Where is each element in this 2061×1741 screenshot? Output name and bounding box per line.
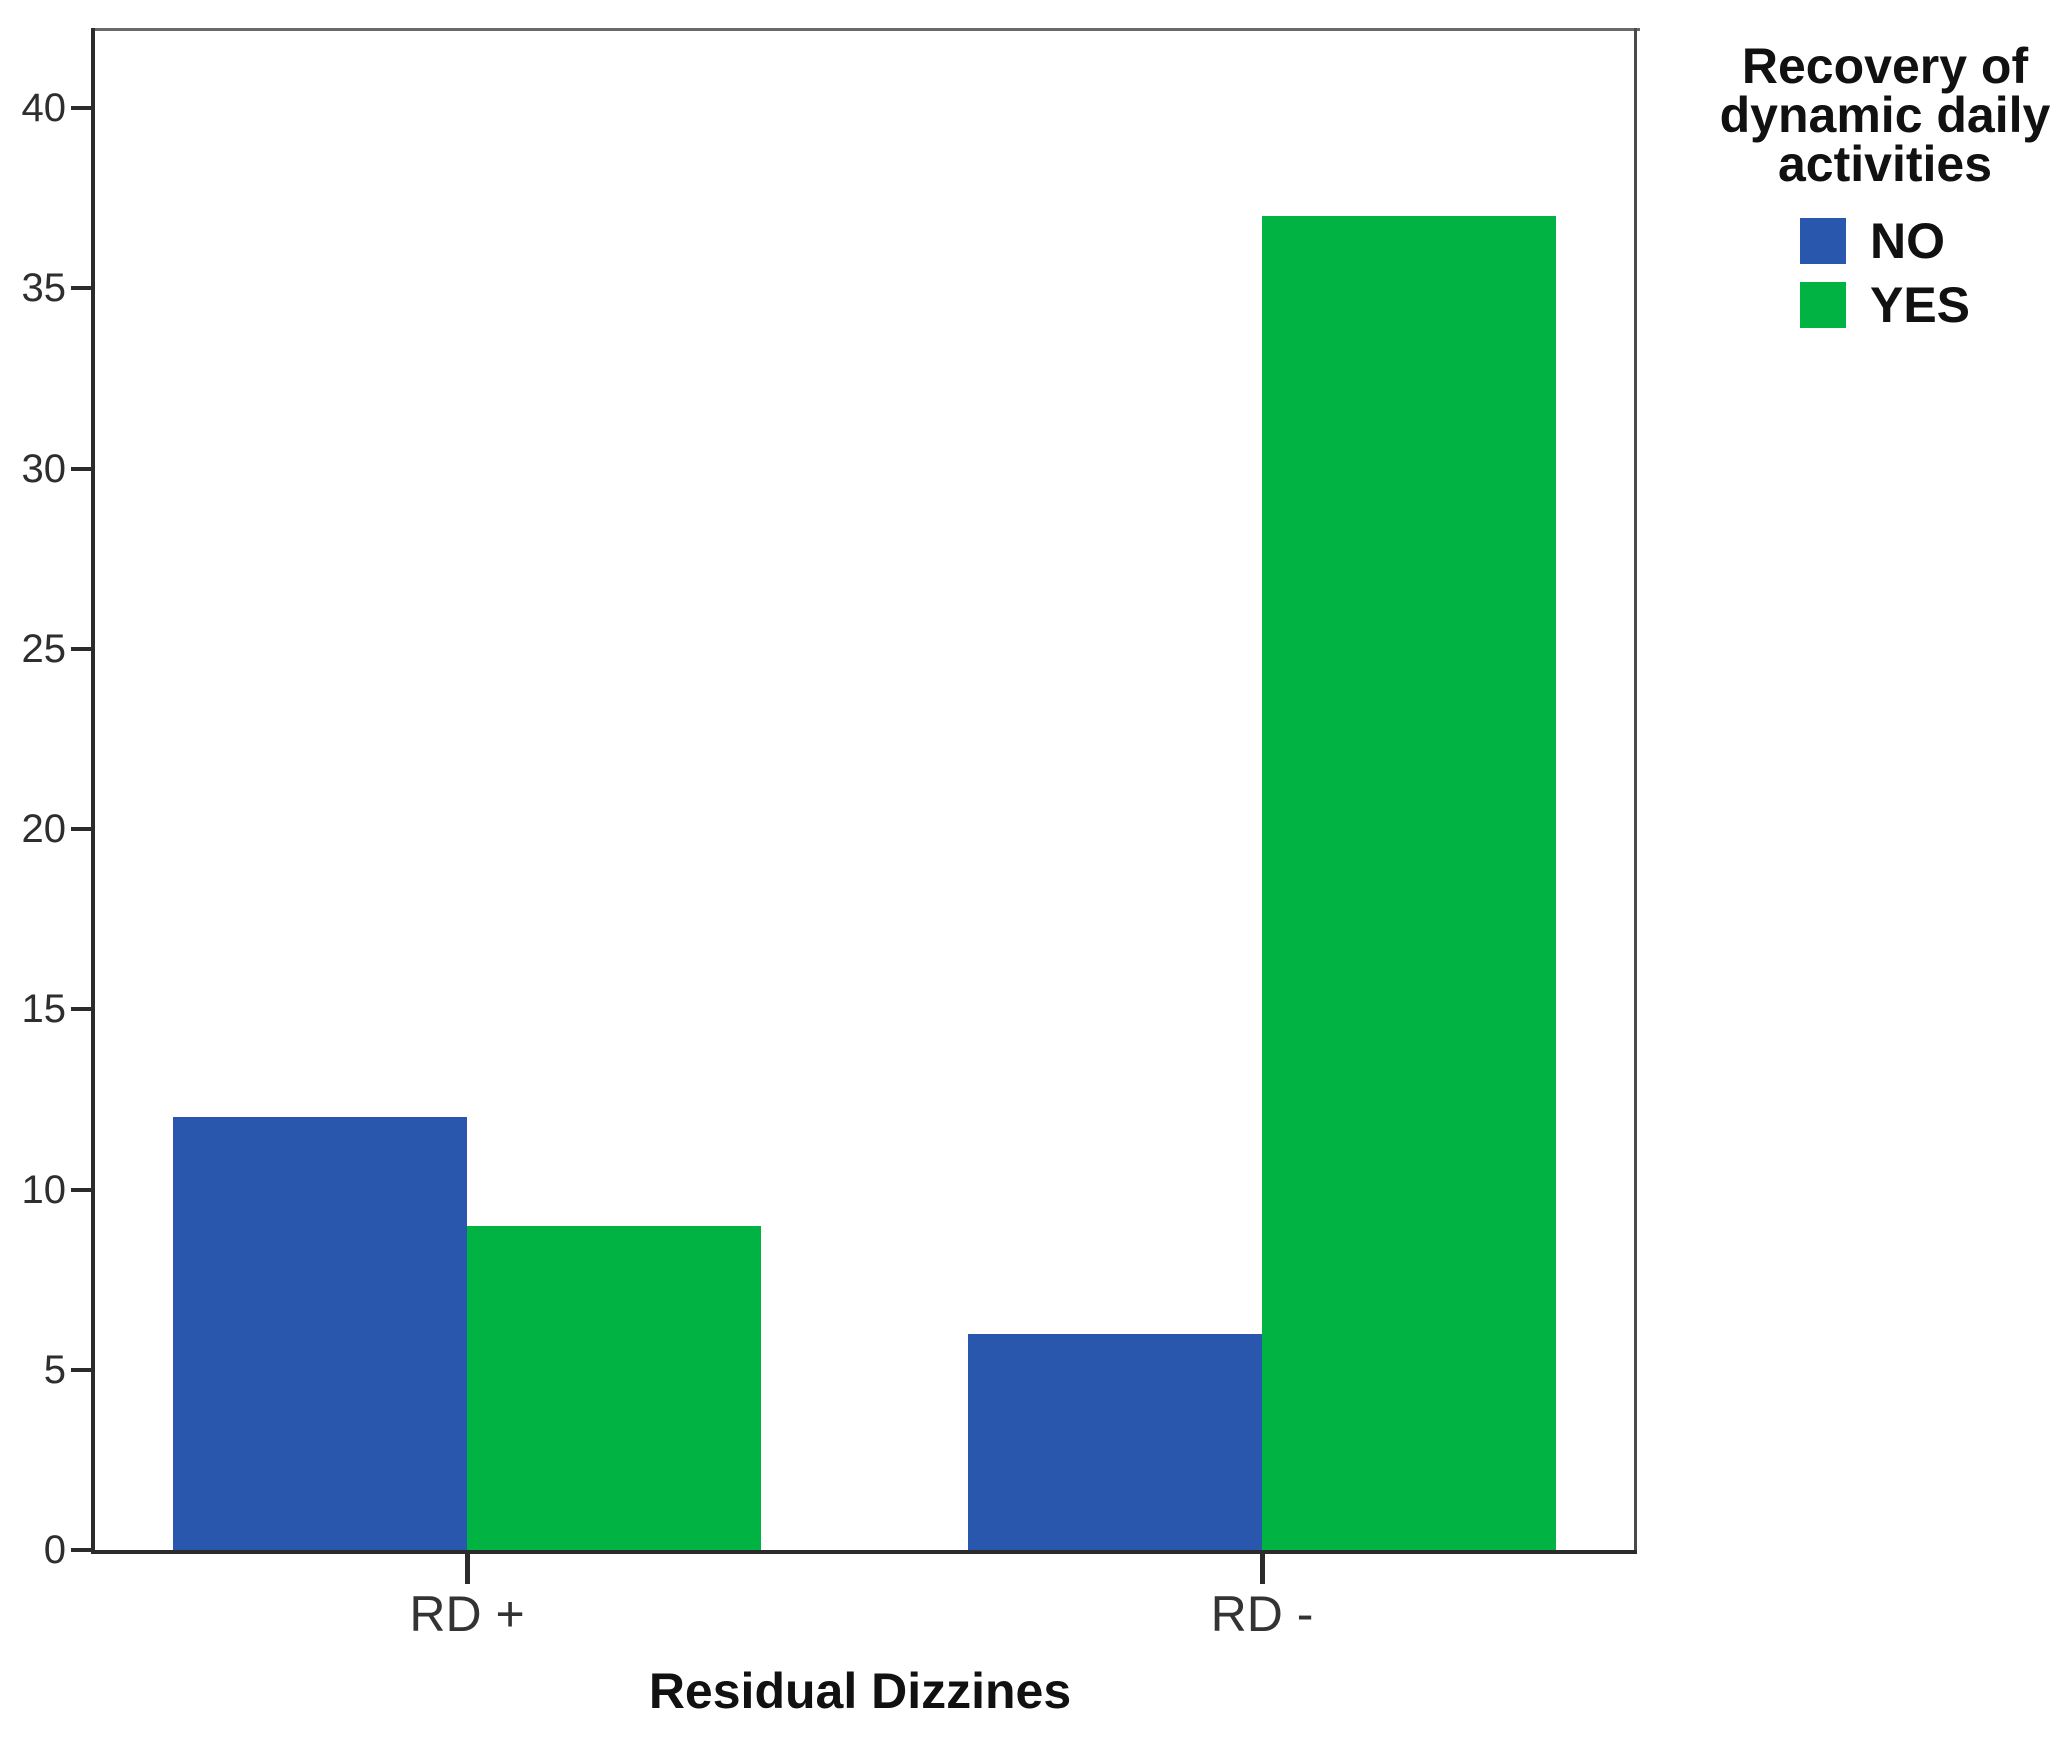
- legend-label-no: NO: [1869, 213, 1945, 269]
- x-tick-2: [1259, 1554, 1265, 1584]
- y-tick-label-25: 25: [21, 627, 67, 671]
- y-tick-40: [71, 106, 93, 110]
- y-axis-line: [91, 28, 95, 1554]
- plot-frame-right: [1634, 28, 1637, 1554]
- x-axis-line: [91, 1550, 1637, 1554]
- x-tick-1: [464, 1554, 470, 1584]
- y-tick-label-5: 5: [43, 1348, 66, 1392]
- legend-label-yes: YES: [1869, 277, 1971, 333]
- y-tick-label-20: 20: [21, 807, 67, 851]
- legend-items: NO YES: [1799, 213, 1971, 345]
- y-tick-20: [71, 827, 93, 831]
- y-tick-0: [71, 1548, 93, 1552]
- y-tick-label-35: 35: [21, 266, 67, 310]
- y-tick-35: [71, 286, 93, 290]
- bar-no-2: [968, 1334, 1262, 1550]
- y-tick-label-40: 40: [21, 86, 67, 130]
- legend-title: Recovery of dynamic daily activities: [1719, 38, 2051, 192]
- x-category-label-2: RD -: [1210, 1586, 1314, 1642]
- y-tick-label-30: 30: [21, 447, 67, 491]
- legend-swatch-no-icon: [1799, 218, 1846, 264]
- y-tick-25: [71, 647, 93, 651]
- x-category-label-1: RD +: [409, 1586, 525, 1642]
- legend-swatch-yes-icon: [1799, 282, 1846, 328]
- legend: Recovery of dynamic daily activities NO …: [1700, 38, 2061, 345]
- y-tick-30: [71, 467, 93, 471]
- y-tick-label-10: 10: [21, 1168, 67, 1212]
- y-tick-label-15: 15: [21, 987, 67, 1031]
- bar-yes-1: [467, 1226, 761, 1550]
- legend-item-no: NO: [1799, 213, 1970, 269]
- x-axis-title: Residual Dizzines: [648, 1663, 1072, 1719]
- y-tick-5: [71, 1368, 93, 1372]
- bar-no-1: [173, 1117, 467, 1550]
- y-tick-10: [71, 1188, 93, 1192]
- y-tick-15: [71, 1007, 93, 1011]
- plot-frame-top: [91, 28, 1640, 31]
- y-tick-label-0: 0: [43, 1528, 66, 1572]
- bar-yes-2: [1262, 216, 1556, 1550]
- legend-item-yes: YES: [1799, 277, 1971, 333]
